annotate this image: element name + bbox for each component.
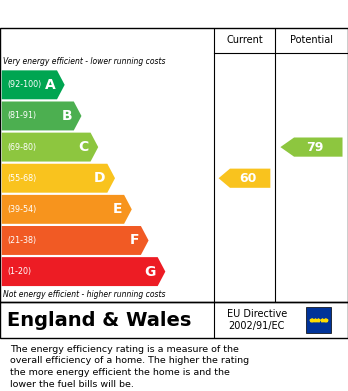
Text: A: A — [45, 78, 55, 92]
Text: (69-80): (69-80) — [7, 143, 36, 152]
Polygon shape — [280, 138, 342, 157]
Text: F: F — [130, 233, 139, 248]
Text: E: E — [113, 203, 122, 216]
Text: (55-68): (55-68) — [7, 174, 36, 183]
Text: 79: 79 — [306, 141, 324, 154]
Polygon shape — [2, 257, 165, 286]
Text: Very energy efficient - lower running costs: Very energy efficient - lower running co… — [3, 57, 166, 66]
Text: (81-91): (81-91) — [7, 111, 36, 120]
Text: Potential: Potential — [290, 36, 333, 45]
Text: The energy efficiency rating is a measure of the
overall efficiency of a home. T: The energy efficiency rating is a measur… — [10, 344, 250, 389]
Text: (21-38): (21-38) — [7, 236, 36, 245]
Polygon shape — [2, 195, 132, 224]
Text: G: G — [144, 265, 156, 279]
Text: (92-100): (92-100) — [7, 80, 41, 89]
Text: (1-20): (1-20) — [7, 267, 31, 276]
Text: England & Wales: England & Wales — [7, 311, 191, 330]
Polygon shape — [219, 169, 270, 188]
Text: (39-54): (39-54) — [7, 205, 36, 214]
Text: Not energy efficient - higher running costs: Not energy efficient - higher running co… — [3, 290, 166, 299]
Text: 60: 60 — [239, 172, 256, 185]
Polygon shape — [2, 226, 149, 255]
Text: Energy Efficiency Rating: Energy Efficiency Rating — [50, 5, 298, 23]
Text: EU Directive
2002/91/EC: EU Directive 2002/91/EC — [227, 309, 287, 331]
Polygon shape — [2, 133, 98, 161]
FancyBboxPatch shape — [306, 307, 331, 333]
Text: Current: Current — [226, 36, 263, 45]
Polygon shape — [2, 70, 65, 99]
Text: B: B — [61, 109, 72, 123]
Text: C: C — [79, 140, 89, 154]
Polygon shape — [2, 102, 81, 131]
Polygon shape — [2, 164, 115, 193]
Text: D: D — [94, 171, 105, 185]
